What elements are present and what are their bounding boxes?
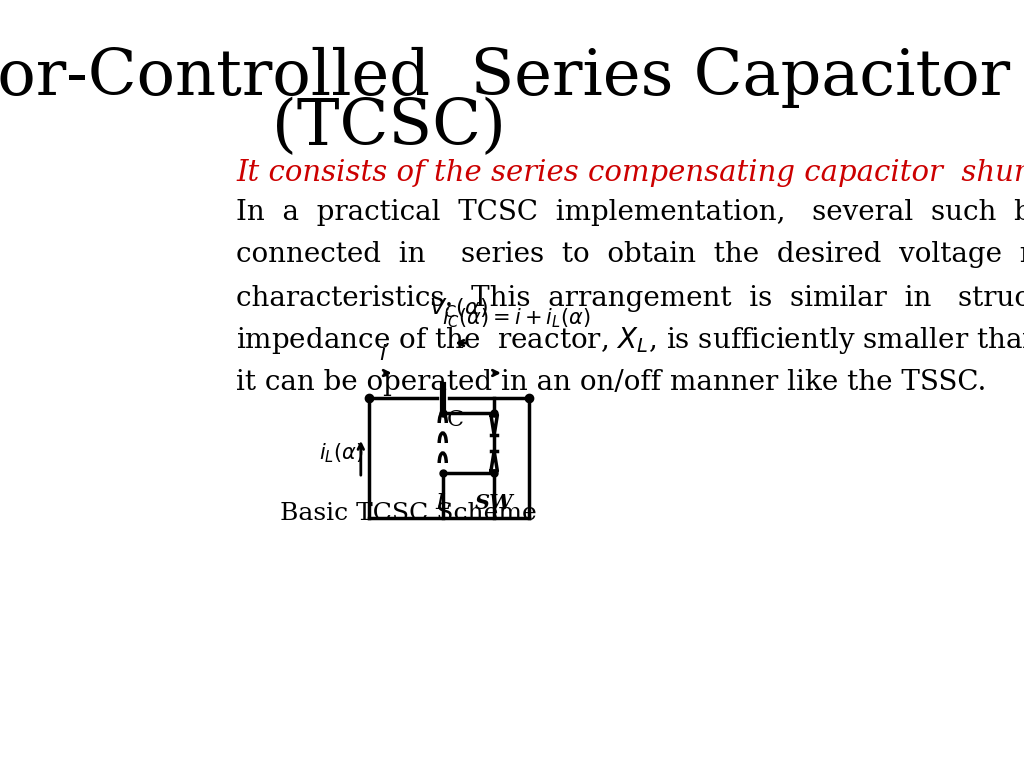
Text: In  a  practical  TCSC  implementation,   several  such  basic  compensators  ma: In a practical TCSC implementation, seve…	[237, 200, 1024, 227]
Text: impedance of the  reactor, $X_L$, is sufficiently smaller than that of the  capa: impedance of the reactor, $X_L$, is suff…	[237, 326, 1024, 356]
Text: Thyristor-Controlled  Series Capacitor: Thyristor-Controlled Series Capacitor	[0, 47, 1010, 109]
Text: connected  in    series  to  obtain  the  desired  voltage  rating  and  operati: connected in series to obtain the desire…	[237, 241, 1024, 269]
Text: it can be operated in an on/off manner like the TSSC.: it can be operated in an on/off manner l…	[237, 369, 987, 396]
Text: It consists of the series compensating capacitor  shunted by a TCR.: It consists of the series compensating c…	[237, 159, 1024, 187]
Text: L: L	[435, 492, 451, 514]
Text: $i$: $i$	[379, 343, 387, 365]
Text: SW: SW	[475, 493, 513, 513]
Text: C: C	[446, 409, 464, 431]
Text: (TCSC): (TCSC)	[271, 98, 506, 158]
Text: characteristics.  This  arrangement  is  similar  in   structure  to  the  TSSC : characteristics. This arrangement is sim…	[237, 284, 1024, 312]
Text: $i_L(\alpha)$: $i_L(\alpha)$	[319, 441, 364, 465]
Text: Basic TCSC Scheme: Basic TCSC Scheme	[281, 502, 538, 525]
Text: $i_C(\alpha) = i + i_L(\alpha)$: $i_C(\alpha) = i + i_L(\alpha)$	[442, 306, 591, 329]
Text: $V_C(\alpha)$: $V_C(\alpha)$	[429, 296, 488, 319]
